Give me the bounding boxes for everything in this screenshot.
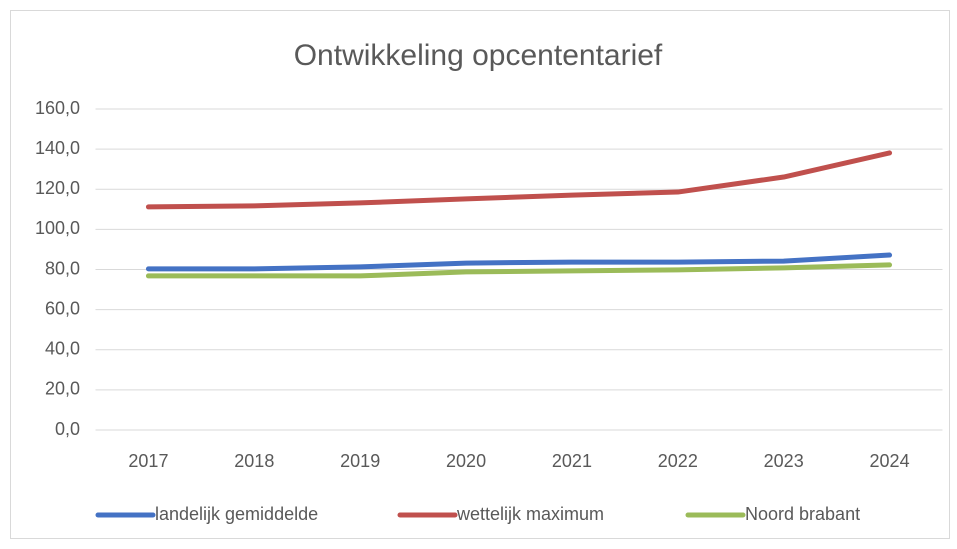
- y-tick-label: 0,0: [55, 419, 80, 439]
- y-tick-label: 120,0: [35, 178, 80, 198]
- x-tick-label: 2022: [658, 451, 698, 471]
- legend-label: landelijk gemiddelde: [155, 504, 318, 524]
- legend-label: Noord brabant: [745, 504, 860, 524]
- y-tick-label: 100,0: [35, 218, 80, 238]
- x-tick-label: 2017: [128, 451, 168, 471]
- y-tick-label: 40,0: [45, 339, 80, 359]
- chart-title: Ontwikkeling opcententarief: [294, 39, 663, 72]
- y-tick-label: 160,0: [35, 98, 80, 118]
- x-tick-label: 2023: [764, 451, 804, 471]
- series-line: [145, 262, 893, 279]
- x-tick-label: 2019: [340, 451, 380, 471]
- y-tick-label: 60,0: [45, 298, 80, 318]
- x-tick-label: 2024: [870, 451, 910, 471]
- series-line: [145, 150, 893, 210]
- x-tick-label: 2020: [446, 451, 486, 471]
- y-tick-label: 80,0: [45, 258, 80, 278]
- x-tick-label: 2018: [234, 451, 274, 471]
- legend-label: wettelijk maximum: [456, 504, 604, 524]
- y-tick-label: 20,0: [45, 379, 80, 399]
- series-line: [145, 252, 893, 272]
- x-tick-label: 2021: [552, 451, 592, 471]
- y-tick-label: 140,0: [35, 138, 80, 158]
